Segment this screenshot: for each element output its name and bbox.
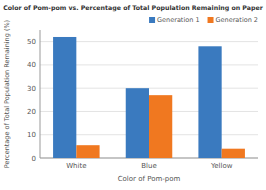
y-tick-label: 40: [27, 61, 36, 69]
legend-label: Generation 1: [157, 16, 199, 24]
bar: [126, 88, 149, 158]
y-axis-label: Percentage of Total Population Remaining…: [3, 20, 11, 168]
y-tick-label: 20: [27, 108, 36, 116]
bar: [222, 149, 245, 158]
legend-label: Generation 2: [216, 16, 258, 24]
y-tick-label: 10: [27, 131, 36, 139]
x-axis-label: Color of Pom-pom: [118, 175, 181, 183]
legend-swatch: [208, 17, 214, 23]
chart: Color of Pom-pom vs. Percentage of Total…: [0, 0, 266, 190]
legend-swatch: [149, 17, 155, 23]
x-tick-label: Yellow: [210, 162, 233, 170]
title: Color of Pom-pom vs. Percentage of Total…: [3, 4, 263, 12]
y-tick-label: 30: [27, 85, 36, 93]
y-tick-label: 50: [27, 38, 36, 46]
legend: Generation 1 Generation 2: [149, 16, 258, 24]
bar: [198, 46, 221, 158]
bar: [76, 145, 99, 158]
x-tick-label: Blue: [141, 162, 157, 170]
bar: [149, 95, 172, 158]
x-tick-label: White: [66, 162, 86, 170]
bars: [53, 37, 245, 158]
y-axis-line: [40, 30, 41, 158]
y-tick-label: 0: [32, 155, 36, 163]
bar: [53, 37, 76, 158]
